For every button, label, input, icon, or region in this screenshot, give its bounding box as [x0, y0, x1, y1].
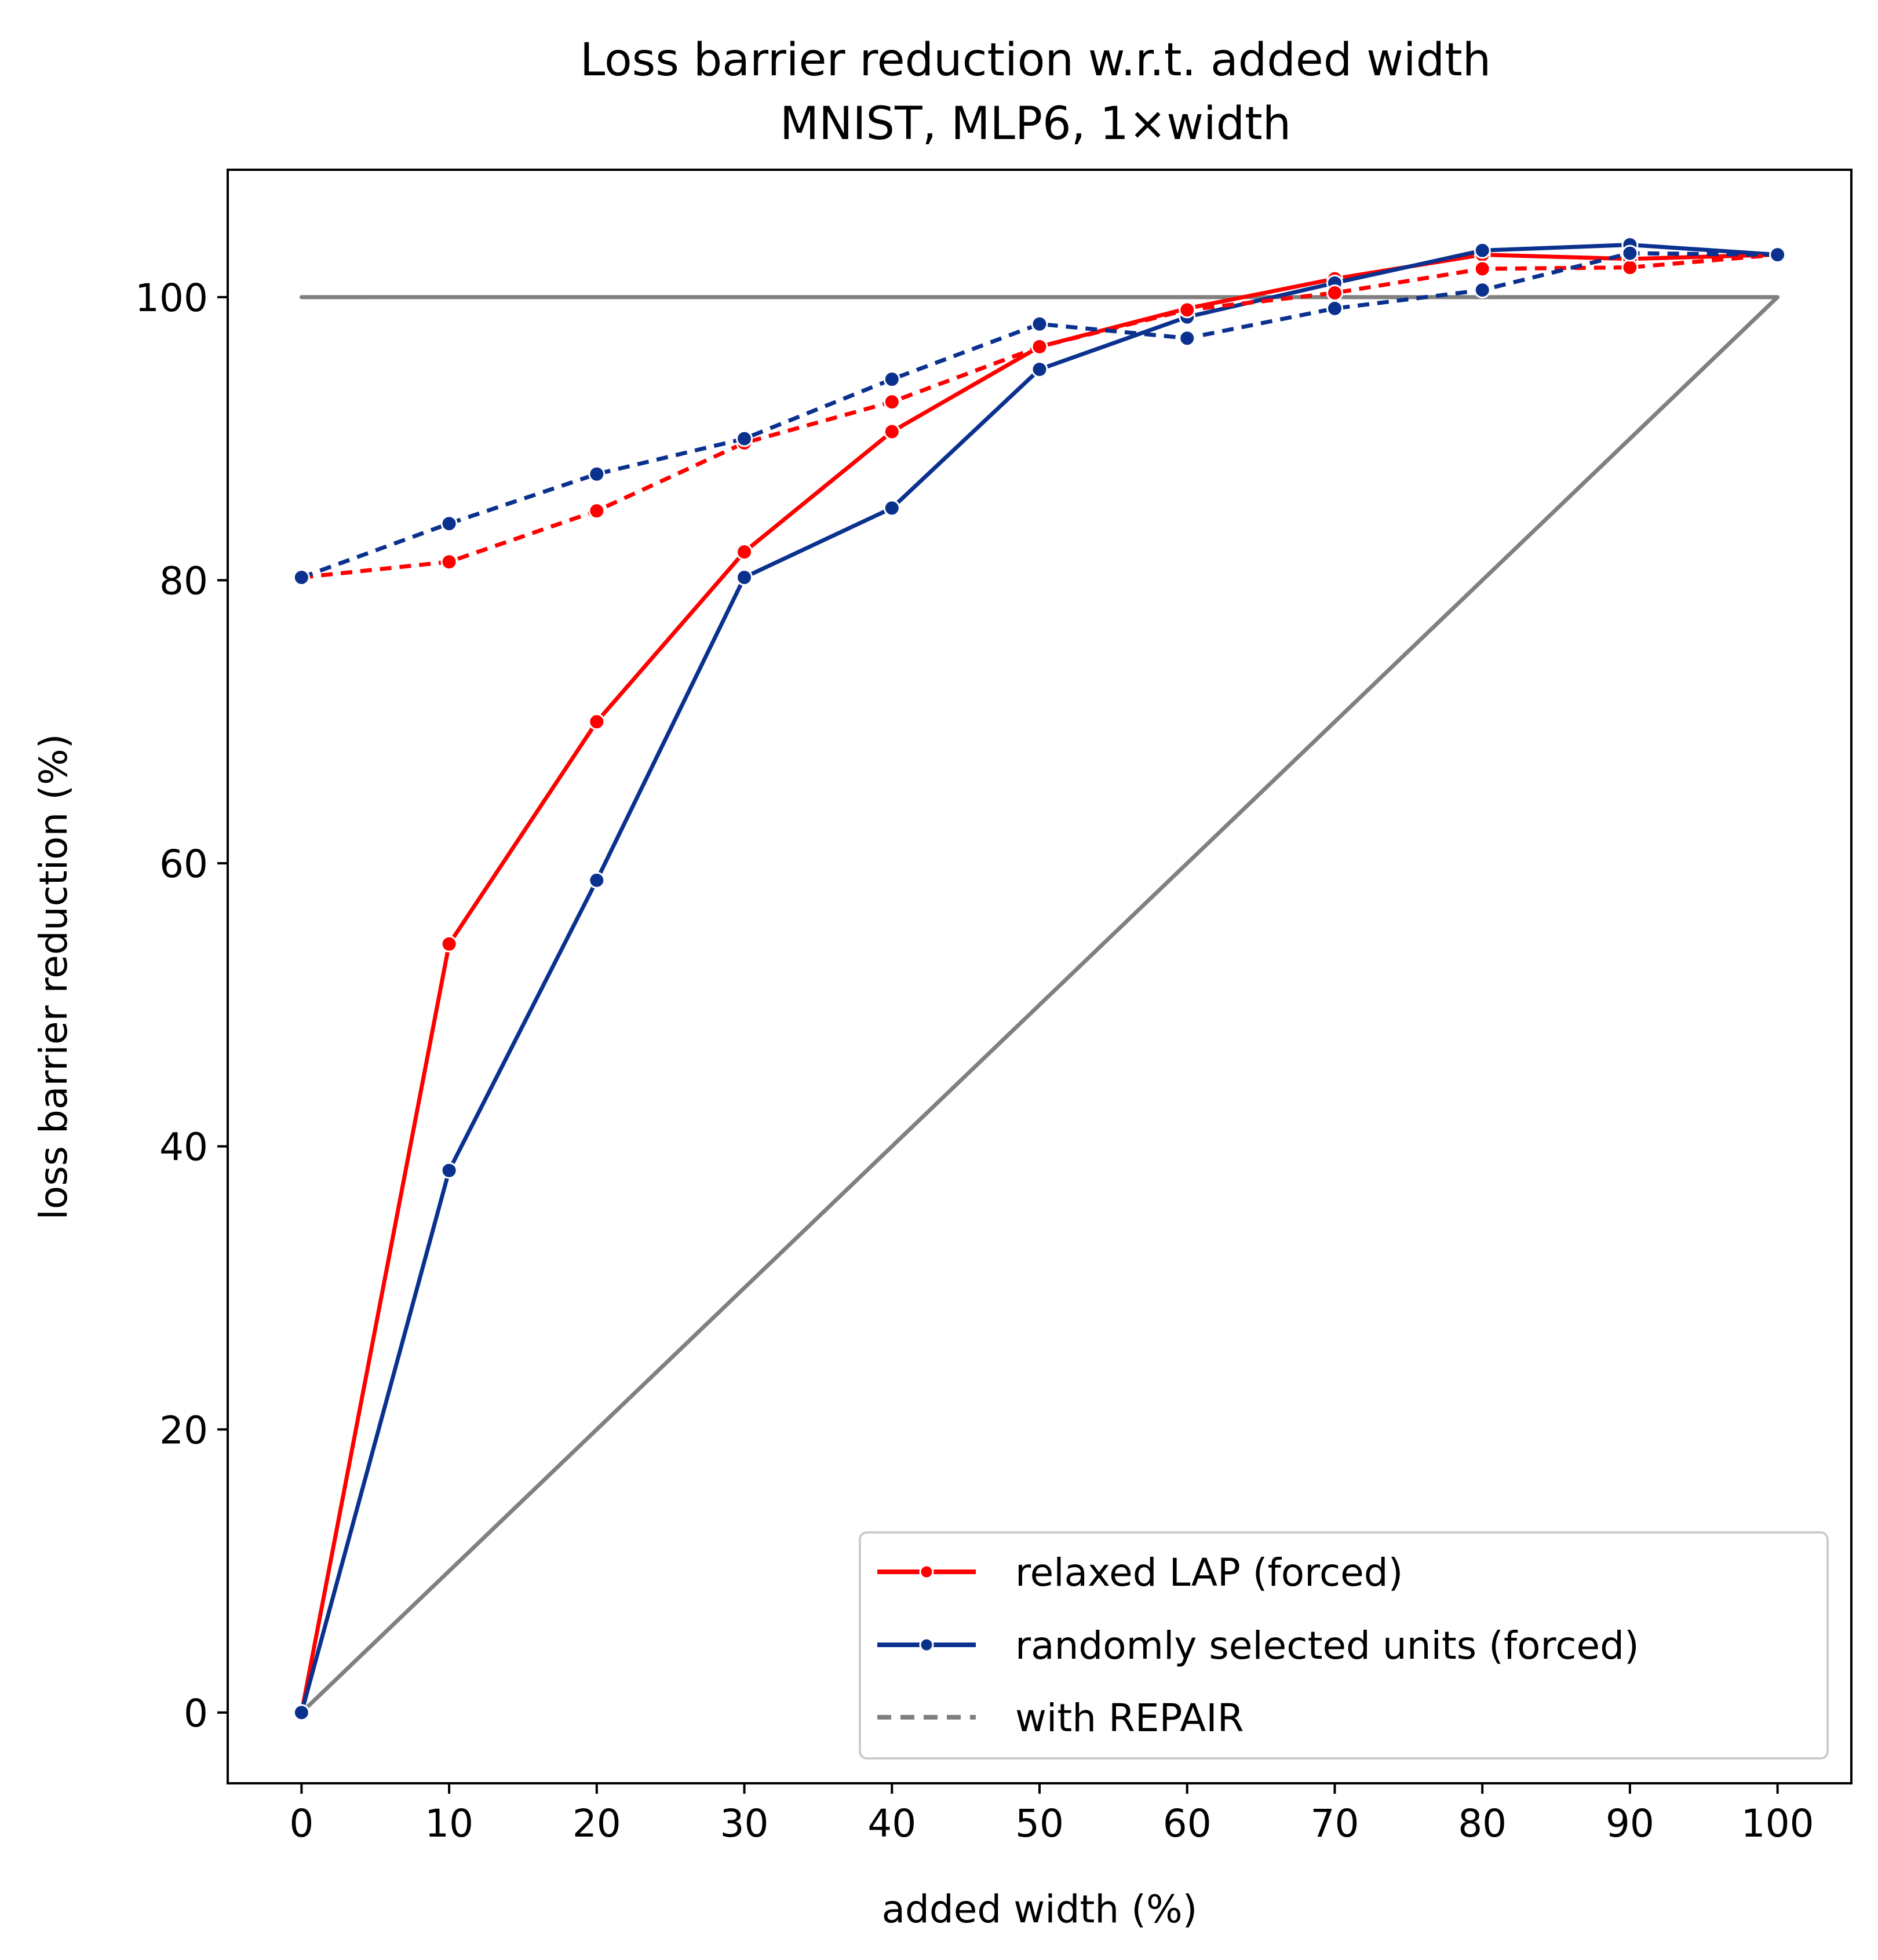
x-tick-label: 60: [1163, 1801, 1212, 1846]
legend: relaxed LAP (forced) randomly selected u…: [859, 1531, 1829, 1760]
x-tick-label: 30: [720, 1801, 769, 1846]
y-tick-label: 0: [184, 1691, 208, 1736]
x-tick-label: 20: [572, 1801, 621, 1846]
data-point: [440, 515, 458, 532]
y-tick-label: 20: [159, 1408, 208, 1452]
data-point: [1621, 244, 1639, 262]
x-tick-label: 40: [867, 1801, 916, 1846]
data-point: [1326, 284, 1343, 302]
y-tick-label: 60: [159, 842, 208, 886]
x-tick-label: 80: [1458, 1801, 1507, 1846]
x-tick-label: 0: [289, 1801, 313, 1846]
data-point: [736, 543, 753, 561]
series-line: [299, 295, 1780, 1715]
data-point: [588, 465, 606, 483]
legend-marker-random-units: [919, 1637, 934, 1652]
data-point: [588, 871, 606, 889]
series-line: [299, 243, 1780, 1715]
x-tick-label: 50: [1015, 1801, 1064, 1846]
data-point: [736, 430, 753, 447]
chart-subtitle: MNIST, MLP6, 1×width: [780, 98, 1291, 150]
x-tick-label: 10: [425, 1801, 473, 1846]
legend-label-repair: with REPAIR: [1015, 1696, 1244, 1740]
data-point: [293, 569, 310, 586]
x-axis-label: added width (%): [882, 1887, 1198, 1932]
series-layer: [293, 236, 1786, 1721]
data-point: [440, 935, 458, 952]
x-tick-label: 100: [1741, 1801, 1814, 1846]
data-point: [736, 569, 753, 586]
data-point: [293, 1704, 310, 1721]
data-point: [1179, 330, 1196, 347]
y-tick-label: 80: [159, 559, 208, 603]
data-point: [440, 1162, 458, 1179]
data-point: [1474, 242, 1491, 259]
data-point: [588, 713, 606, 731]
data-point: [1031, 338, 1048, 355]
legend-marker-relaxed-lap: [919, 1564, 934, 1579]
data-point: [1474, 260, 1491, 278]
legend-box: [859, 1531, 1829, 1760]
data-point: [588, 502, 606, 520]
data-point: [1769, 246, 1786, 264]
data-point: [1474, 282, 1491, 299]
data-point: [1621, 259, 1639, 276]
y-tick-label: 100: [135, 276, 208, 320]
series-line: [299, 253, 1780, 1715]
series-line: [301, 253, 1778, 580]
y-axis-label: loss barrier reduction (%): [31, 734, 76, 1220]
data-point: [440, 553, 458, 571]
x-tick-label: 90: [1606, 1801, 1654, 1846]
chart-title: Loss barrier reduction w.r.t. added widt…: [580, 34, 1491, 86]
data-point: [883, 423, 900, 440]
data-point: [1179, 301, 1196, 319]
legend-label-random-units: randomly selected units (forced): [1015, 1623, 1639, 1668]
data-point: [1031, 360, 1048, 378]
legend-label-relaxed-lap: relaxed LAP (forced): [1015, 1550, 1403, 1595]
ticks-layer: 0 10 20 30 40 50 60 70 80 90 100 0 20 40 60 80 100: [135, 276, 1814, 1846]
data-point: [883, 371, 900, 388]
data-point: [883, 393, 900, 411]
data-point: [1031, 315, 1048, 333]
series-line: [301, 251, 1778, 579]
y-tick-label: 40: [159, 1125, 208, 1170]
x-tick-label: 70: [1310, 1801, 1359, 1846]
data-point: [883, 499, 900, 517]
data-point: [1326, 300, 1343, 317]
